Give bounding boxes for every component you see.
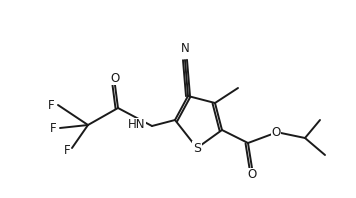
Text: F: F bbox=[63, 145, 70, 157]
Text: O: O bbox=[271, 126, 281, 138]
Text: F: F bbox=[49, 122, 56, 134]
Text: O: O bbox=[247, 168, 257, 182]
Text: F: F bbox=[47, 98, 54, 111]
Text: S: S bbox=[193, 142, 201, 154]
Text: O: O bbox=[110, 71, 120, 85]
Text: HN: HN bbox=[127, 118, 145, 131]
Text: N: N bbox=[180, 42, 189, 54]
